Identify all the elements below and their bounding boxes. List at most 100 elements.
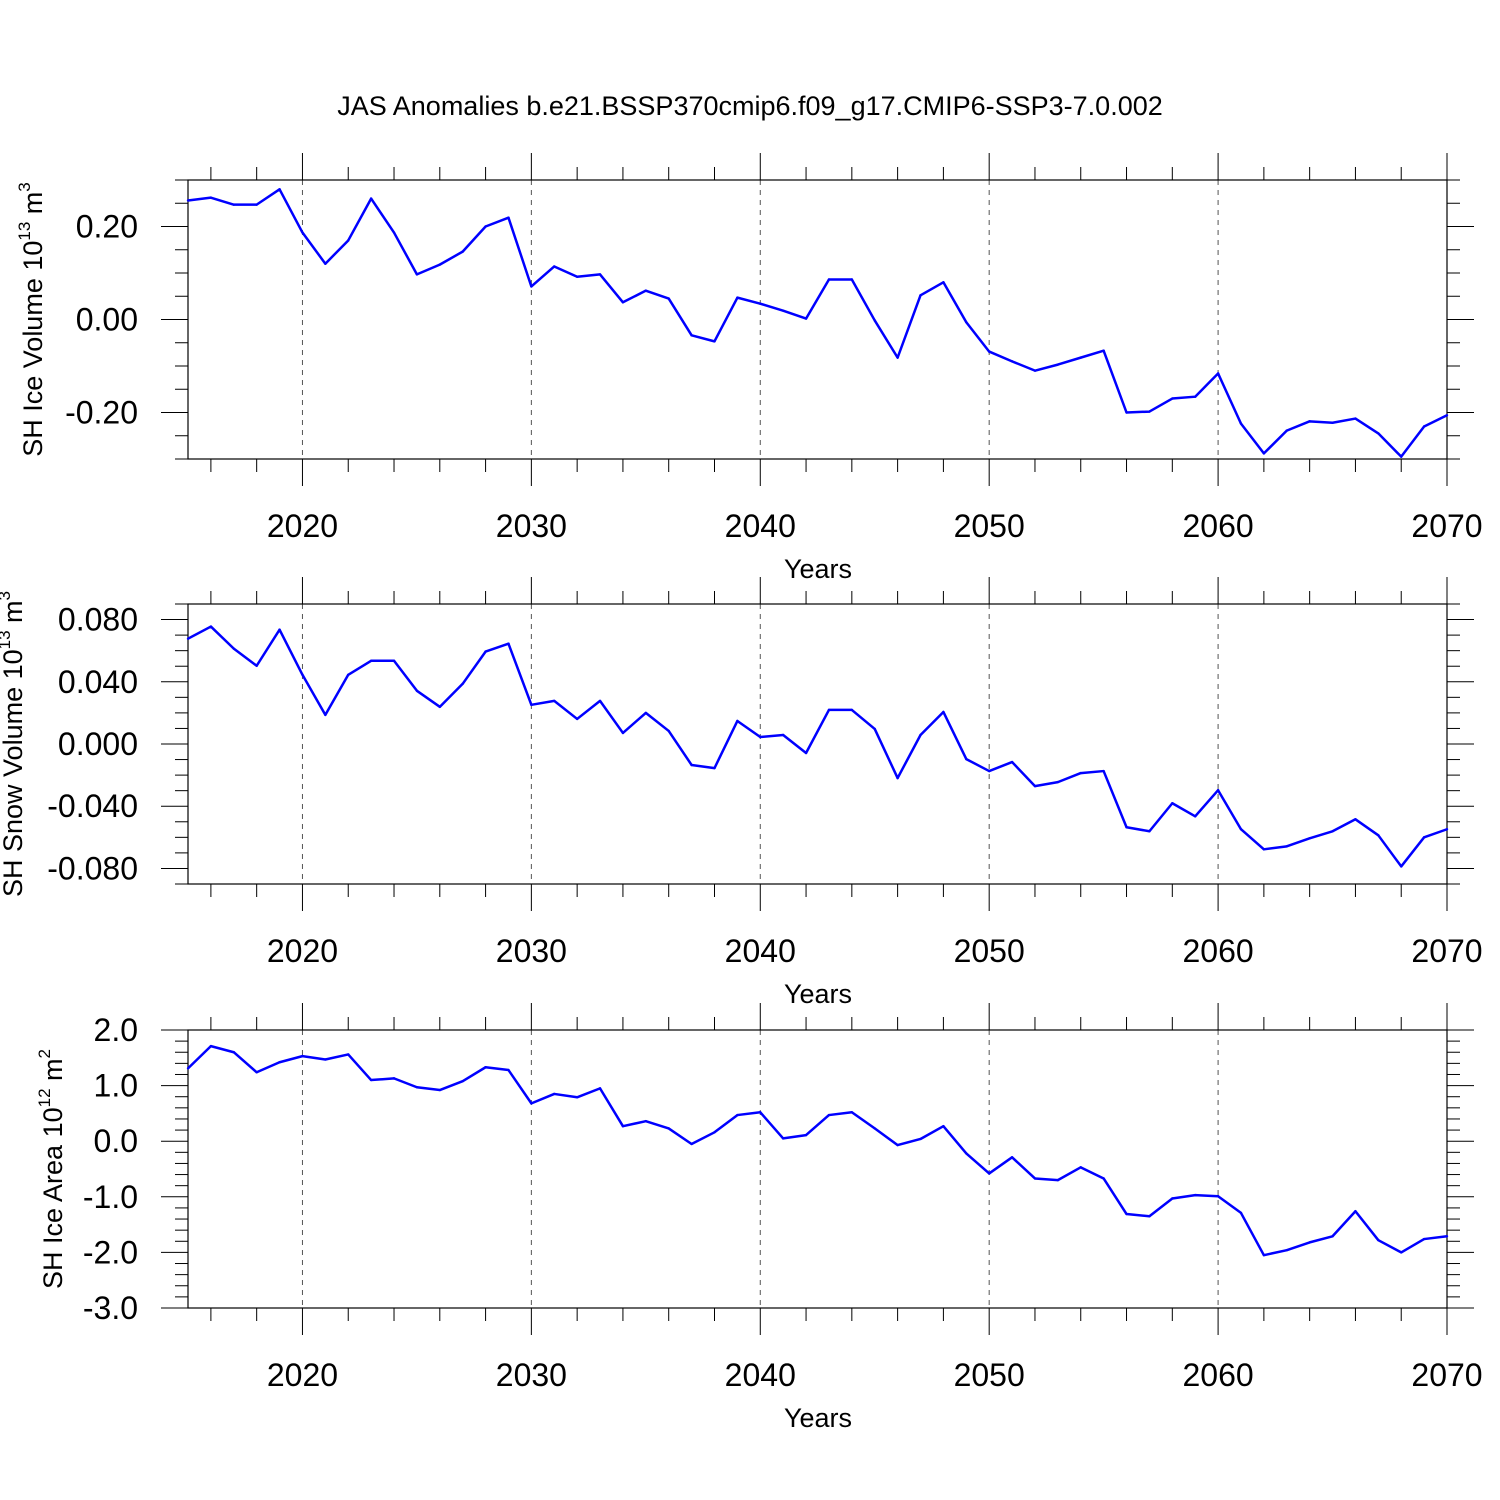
data-point [392, 231, 396, 234]
data-point [392, 1077, 396, 1080]
data-point [781, 733, 785, 737]
data-point [1445, 828, 1449, 831]
data-point [987, 1172, 991, 1175]
data-point [575, 1096, 579, 1099]
data-point [1216, 372, 1220, 375]
data-point [1445, 414, 1449, 417]
data-point [598, 1087, 602, 1090]
data-point [1308, 1241, 1311, 1244]
y-tick-label: -2.0 [83, 1234, 138, 1270]
data-point [896, 356, 899, 359]
data-point [301, 231, 304, 234]
panel-1: 2020 2030 2040 2050 2060 2070 Years 0.20 0.00 -0.… [15, 153, 1483, 584]
x-tick-label: 2060 [1182, 508, 1253, 544]
data-point [324, 262, 327, 265]
x-tick-label: 2030 [496, 1357, 567, 1393]
y-tick-label: 0.20 [76, 209, 138, 245]
data-point [255, 203, 258, 206]
data-point [1033, 784, 1037, 788]
data-point [1148, 410, 1151, 413]
data-point [1056, 1178, 1060, 1182]
data-point [1216, 1195, 1220, 1198]
data-point [621, 301, 625, 304]
data-point [484, 225, 487, 228]
data-point [1171, 1197, 1174, 1200]
data-point [759, 735, 762, 739]
data-point [1308, 420, 1311, 423]
data-point [1422, 1237, 1426, 1241]
data-point [690, 1142, 693, 1146]
data-point [209, 196, 213, 199]
data-point [530, 285, 533, 288]
data-point [575, 275, 579, 278]
data-point [690, 763, 693, 767]
y-tick-label: 0.040 [58, 664, 138, 700]
data-point [1125, 1212, 1128, 1216]
data-point [1285, 845, 1288, 848]
data-point [644, 711, 648, 715]
data-point [919, 294, 922, 297]
data-point [1354, 417, 1357, 420]
data-point [1422, 836, 1426, 839]
data-point [1354, 818, 1357, 821]
y-axis-label: SH Snow Volume 1013 m3 [0, 591, 28, 897]
panel-3: 2020 2030 2040 2050 2060 2070 Years 2.0 1.0 0.0 -1… [35, 1003, 1483, 1433]
data-point [965, 321, 968, 324]
data-point [301, 673, 304, 676]
data-point [965, 1152, 968, 1155]
data-point [553, 265, 556, 268]
data-point [415, 1086, 419, 1089]
data-point [781, 309, 785, 312]
data-point [507, 1068, 510, 1072]
data-point [1102, 349, 1105, 352]
data-point [1216, 789, 1220, 792]
data-point [1377, 432, 1380, 435]
data-point [278, 628, 281, 631]
series-line [187, 625, 1448, 868]
data-point [1171, 397, 1174, 400]
data-point [575, 717, 579, 721]
y-axis-label-superscript: 12 [35, 1088, 54, 1107]
data-point [621, 731, 625, 735]
data-point [1239, 1211, 1243, 1215]
y-tick-label: -1.0 [83, 1179, 138, 1215]
data-point [369, 659, 373, 662]
y-axis-label-part: SH Snow Volume 10 [0, 649, 28, 897]
y-tick-label: 2.0 [94, 1012, 138, 1048]
x-tick-label: 2030 [496, 508, 567, 544]
data-point [301, 1054, 304, 1058]
data-point [438, 705, 441, 709]
data-point [461, 250, 464, 253]
data-point [1331, 1235, 1334, 1238]
data-point [461, 1079, 464, 1083]
data-point [1285, 429, 1288, 432]
y-tick-label: 0.080 [58, 602, 138, 638]
x-tick-label: 2070 [1411, 933, 1482, 969]
data-point [232, 647, 235, 650]
x-tick-label: 2040 [725, 508, 796, 544]
data-point [987, 350, 991, 353]
data-point [1422, 425, 1426, 428]
data-point [530, 703, 533, 706]
data-point [827, 708, 831, 712]
data-point [1079, 356, 1082, 359]
data-point [804, 317, 808, 320]
y-axis-label-superscript: 3 [15, 182, 34, 191]
x-tick-label: 2060 [1182, 1357, 1253, 1393]
data-point [598, 273, 602, 276]
y-axis-label-superscript: 3 [0, 591, 14, 600]
data-point [278, 188, 281, 191]
data-point [232, 203, 235, 206]
data-point [1010, 360, 1014, 363]
data-point [759, 1111, 762, 1114]
data-point [484, 650, 487, 653]
x-tick-label: 2040 [725, 933, 796, 969]
data-point [965, 757, 968, 761]
data-point [1285, 1248, 1288, 1252]
x-tick-label: 2050 [954, 1357, 1025, 1393]
data-point [324, 713, 327, 717]
data-point [598, 699, 602, 703]
series-line [187, 188, 1448, 458]
data-point [667, 297, 670, 300]
y-axis-label: SH Ice Volume 1013 m3 [15, 182, 48, 457]
